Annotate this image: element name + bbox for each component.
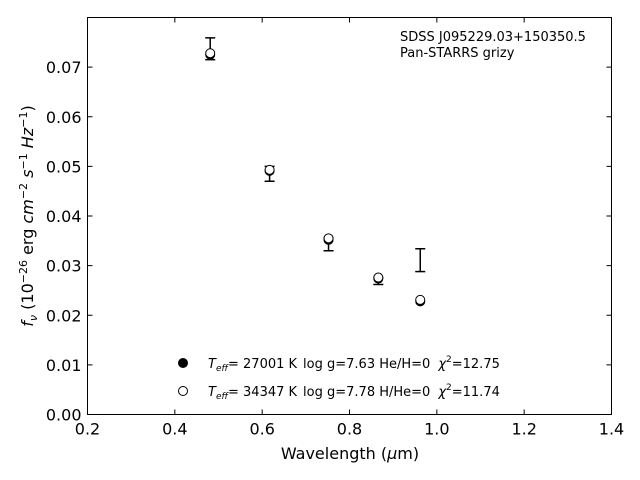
y-tick-label: 0.05	[46, 157, 82, 176]
model-point-open	[323, 233, 334, 244]
y-tick-label: 0.03	[46, 257, 82, 276]
annotation-line-1: SDSS J095229.03+150350.5	[400, 30, 586, 45]
legend-marker-filled	[178, 358, 188, 368]
annotation-line-2: Pan-STARRS grizy	[400, 46, 515, 61]
model-point-open	[415, 294, 426, 305]
x-tick-label: 0.2	[75, 420, 100, 439]
x-axis-label: Wavelength (μm)	[281, 444, 419, 463]
plot-frame	[87, 17, 612, 415]
x-tick-label: 1.0	[424, 420, 449, 439]
model-point-open	[205, 48, 216, 59]
model-point-open	[373, 272, 384, 283]
y-tick-label: 0.01	[46, 356, 82, 375]
x-tick-label: 0.8	[337, 420, 362, 439]
legend-marker-open	[178, 386, 188, 396]
y-tick-label: 0.00	[46, 406, 82, 425]
x-tick-label: 1.2	[511, 420, 536, 439]
y-axis-label: fν (10−26 erg cm−2 s−1 Hz−1)	[17, 105, 40, 326]
x-tick-label: 0.6	[249, 420, 274, 439]
plot-marks	[205, 37, 426, 307]
x-tick-label: 0.4	[162, 420, 187, 439]
y-tick-label: 0.02	[46, 306, 82, 325]
model-point-open	[264, 164, 275, 175]
x-tick-label: 1.4	[599, 420, 624, 439]
y-tick-label: 0.06	[46, 108, 82, 127]
axis-ticks: 0.2 0.4 0.6 0.8 1.0 1.2 1.4 0.00 0.01 0.02 0.03 0.0…	[46, 17, 624, 439]
y-tick-label: 0.07	[46, 58, 82, 77]
y-tick-label: 0.04	[46, 207, 82, 226]
